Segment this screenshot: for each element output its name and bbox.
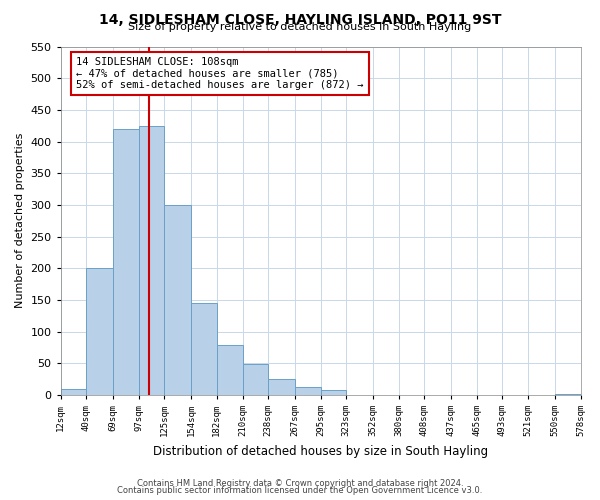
X-axis label: Distribution of detached houses by size in South Hayling: Distribution of detached houses by size … xyxy=(153,444,488,458)
Bar xyxy=(268,379,295,395)
Bar xyxy=(61,388,86,395)
Bar xyxy=(191,303,217,395)
Bar xyxy=(320,390,346,395)
Text: Contains public sector information licensed under the Open Government Licence v3: Contains public sector information licen… xyxy=(118,486,482,495)
Text: 14, SIDLESHAM CLOSE, HAYLING ISLAND, PO11 9ST: 14, SIDLESHAM CLOSE, HAYLING ISLAND, PO1… xyxy=(99,12,501,26)
Bar xyxy=(295,386,320,395)
Text: 14 SIDLESHAM CLOSE: 108sqm
← 47% of detached houses are smaller (785)
52% of sem: 14 SIDLESHAM CLOSE: 108sqm ← 47% of deta… xyxy=(76,57,364,90)
Bar xyxy=(164,205,191,395)
Bar xyxy=(555,394,581,395)
Bar xyxy=(86,268,113,395)
Y-axis label: Number of detached properties: Number of detached properties xyxy=(15,133,25,308)
Bar xyxy=(139,126,164,395)
Text: Size of property relative to detached houses in South Hayling: Size of property relative to detached ho… xyxy=(128,22,472,32)
Text: Contains HM Land Registry data © Crown copyright and database right 2024.: Contains HM Land Registry data © Crown c… xyxy=(137,478,463,488)
Bar xyxy=(217,346,242,395)
Bar xyxy=(242,364,268,395)
Bar xyxy=(113,129,139,395)
